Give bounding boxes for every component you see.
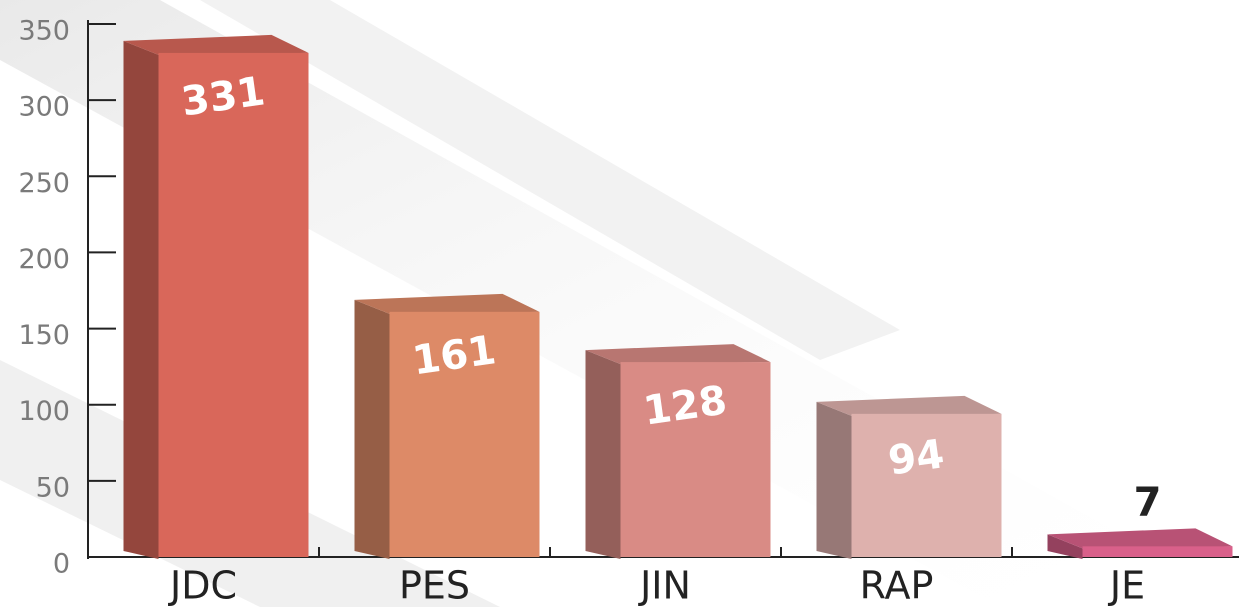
x-tick-label: RAP [860,564,934,607]
y-tick-label: 200 [18,244,70,275]
bar-side [354,299,390,559]
plot: 050100150200250300350331JDC161PES128JIN9… [18,16,1239,607]
value-label: 161 [410,327,499,384]
y-tick-label: 0 [53,549,70,580]
background-stripe [200,0,900,360]
bar-top [354,293,540,314]
bar [389,311,540,557]
bar [1082,546,1233,557]
x-tick-label: JDC [168,564,237,607]
bar-top [585,344,771,365]
bar-side [816,401,852,559]
bar-side [1047,534,1083,559]
x-tick-label: JIN [638,564,691,607]
bar-side [123,40,159,560]
bar [158,52,309,557]
bar-top [1047,528,1233,549]
y-tick-label: 150 [18,320,70,351]
y-tick-label: 250 [18,168,70,199]
y-tick-label: 300 [18,92,70,123]
y-tick-label: 350 [18,16,70,47]
bar-top [123,34,309,55]
bar [851,413,1002,557]
bar-top [816,395,1002,416]
y-tick-label: 100 [18,396,70,427]
value-label: 7 [1134,479,1162,525]
value-label: 94 [885,431,947,484]
x-tick-label: PES [399,564,470,607]
y-tick-label: 50 [36,472,70,503]
x-tick-label: JE [1108,564,1145,607]
bar [620,362,771,557]
bar-side [585,350,621,559]
